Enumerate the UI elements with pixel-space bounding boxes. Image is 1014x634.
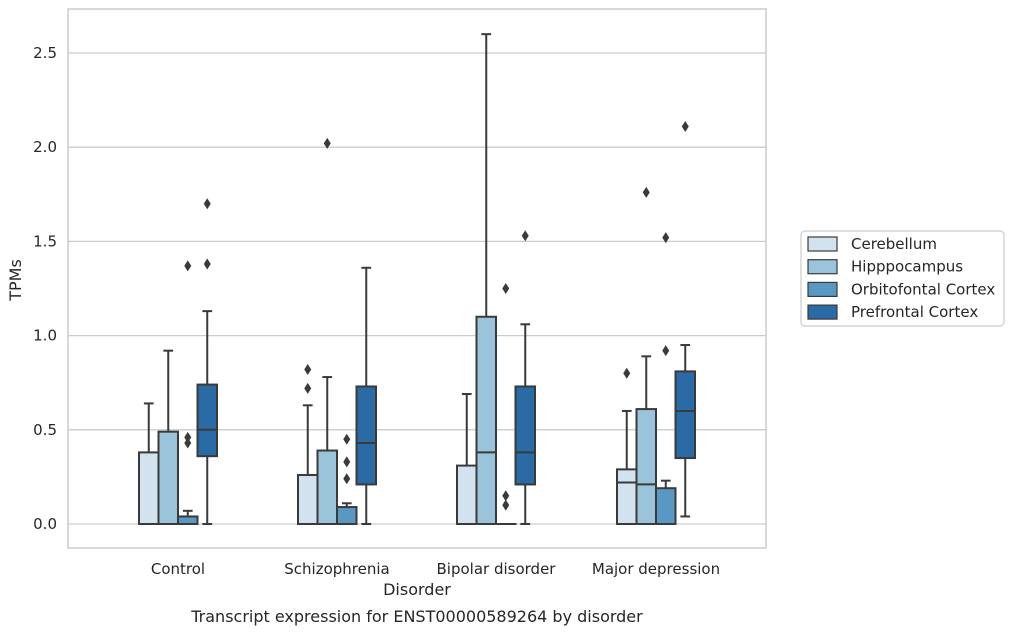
outlier-point	[623, 367, 631, 379]
iqr-box	[138, 451, 160, 525]
iqr-box	[316, 449, 338, 525]
y-tick-label: 2.0	[33, 138, 57, 156]
iqr-box	[674, 370, 696, 460]
box-prefrontal-cortex	[674, 120, 696, 518]
legend-swatch	[807, 281, 838, 297]
legend-swatch	[807, 304, 838, 320]
outlier-point	[662, 232, 670, 244]
box-cerebellum	[138, 402, 160, 525]
iqr-box	[355, 385, 377, 486]
outlier-point	[323, 137, 331, 149]
box-orbitofontal-cortex	[177, 260, 199, 525]
outlier-point	[343, 473, 351, 485]
box-plot-series	[138, 33, 696, 526]
y-tick-label: 0.5	[33, 421, 57, 439]
outlier-point	[184, 437, 192, 449]
legend-label: Cerebellum	[851, 235, 937, 253]
box-hipppocampus	[635, 186, 657, 525]
outlier-point	[662, 345, 670, 357]
outlier-point	[681, 120, 689, 132]
x-axis-ticks: Control Schizophrenia Bipolar disorder Majo…	[151, 560, 720, 578]
box-prefrontal-cortex	[514, 230, 536, 525]
y-tick-label: 0.0	[33, 515, 57, 533]
outlier-point	[343, 456, 351, 468]
x-tick-label: Bipolar disorder	[437, 560, 557, 578]
legend-frame	[800, 230, 1005, 327]
iqr-box	[177, 515, 199, 525]
y-tick-label: 2.5	[33, 44, 57, 62]
outlier-point	[502, 499, 510, 511]
iqr-box	[157, 430, 179, 525]
box-cerebellum	[456, 393, 478, 526]
y-axis-label: TPMs	[6, 259, 25, 302]
box-hipppocampus	[157, 349, 179, 525]
outlier-point	[343, 433, 351, 445]
legend-swatch	[807, 259, 838, 275]
iqr-box	[336, 506, 358, 526]
outlier-point	[502, 283, 510, 294]
legend-label: Orbitofontal Cortex	[851, 280, 995, 298]
box-orbitofontal-cortex	[655, 232, 677, 526]
box-orbitofontal-cortex	[336, 433, 358, 526]
iqr-box	[514, 385, 536, 486]
iqr-box	[655, 487, 677, 526]
x-tick-label: Schizophrenia	[284, 560, 389, 578]
outlier-point	[203, 198, 211, 210]
y-tick-label: 1.5	[33, 232, 57, 250]
outlier-point	[184, 431, 192, 443]
box-orbitofontal-cortex	[495, 283, 517, 526]
legend-swatch	[807, 236, 838, 252]
box-cerebellum	[616, 367, 638, 526]
y-axis-ticks: 0.0 0.5 1.0 1.5 2.0 2.5	[33, 44, 57, 533]
iqr-box	[297, 474, 319, 525]
legend: Cerebellum Hipppocampus Orbitofontal Corte…	[800, 230, 1005, 327]
outlier-point	[521, 230, 529, 242]
box-hipppocampus	[316, 137, 338, 525]
outlier-point	[304, 382, 312, 394]
outlier-point	[184, 260, 192, 272]
plot-area-frame	[67, 8, 767, 549]
iqr-box	[196, 383, 218, 458]
x-axis-label: Disorder	[383, 580, 451, 599]
outlier-point	[203, 258, 211, 270]
y-tick-label: 1.0	[33, 327, 57, 345]
legend-label: Prefrontal Cortex	[851, 303, 978, 321]
outlier-point	[642, 186, 650, 198]
box-hipppocampus	[475, 33, 497, 526]
outlier-point	[502, 490, 510, 502]
x-tick-label: Major depression	[592, 560, 720, 578]
legend-label: Hipppocampus	[851, 258, 963, 276]
iqr-box	[475, 315, 497, 526]
iqr-box	[635, 408, 657, 525]
box-cerebellum	[297, 364, 319, 525]
iqr-box	[616, 468, 638, 526]
iqr-box	[456, 464, 478, 526]
box-prefrontal-cortex	[196, 198, 218, 525]
box-prefrontal-cortex	[355, 266, 377, 525]
outlier-point	[304, 364, 312, 376]
x-tick-label: Control	[151, 560, 205, 578]
chart-caption: Transcript expression for ENST0000058926…	[190, 607, 643, 626]
